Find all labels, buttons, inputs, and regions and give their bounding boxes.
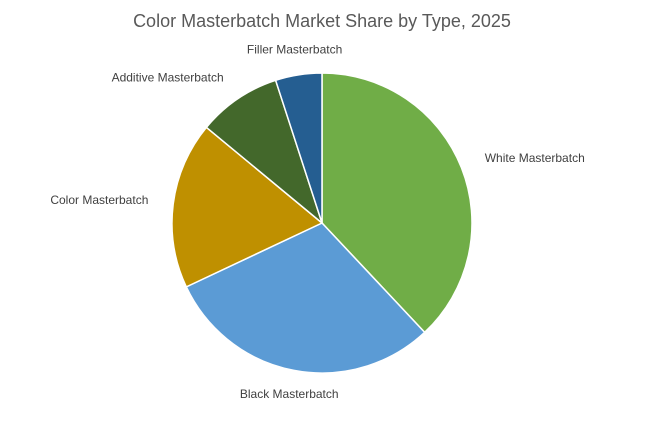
pie-slice: [205, 79, 324, 226]
slice-label: White Masterbatch: [485, 151, 585, 165]
chart-title: Color Masterbatch Market Share by Type, …: [133, 11, 511, 31]
slice-label: Black Masterbatch: [240, 387, 339, 401]
slice-label: Color Masterbatch: [50, 193, 148, 207]
slice-label: Filler Masterbatch: [247, 42, 342, 56]
pie-slice: [321, 72, 473, 334]
pie-slice: [171, 126, 324, 288]
pie-slice: [274, 72, 323, 224]
slice-label: Additive Masterbatch: [112, 70, 224, 84]
pie-slice: [185, 222, 426, 374]
